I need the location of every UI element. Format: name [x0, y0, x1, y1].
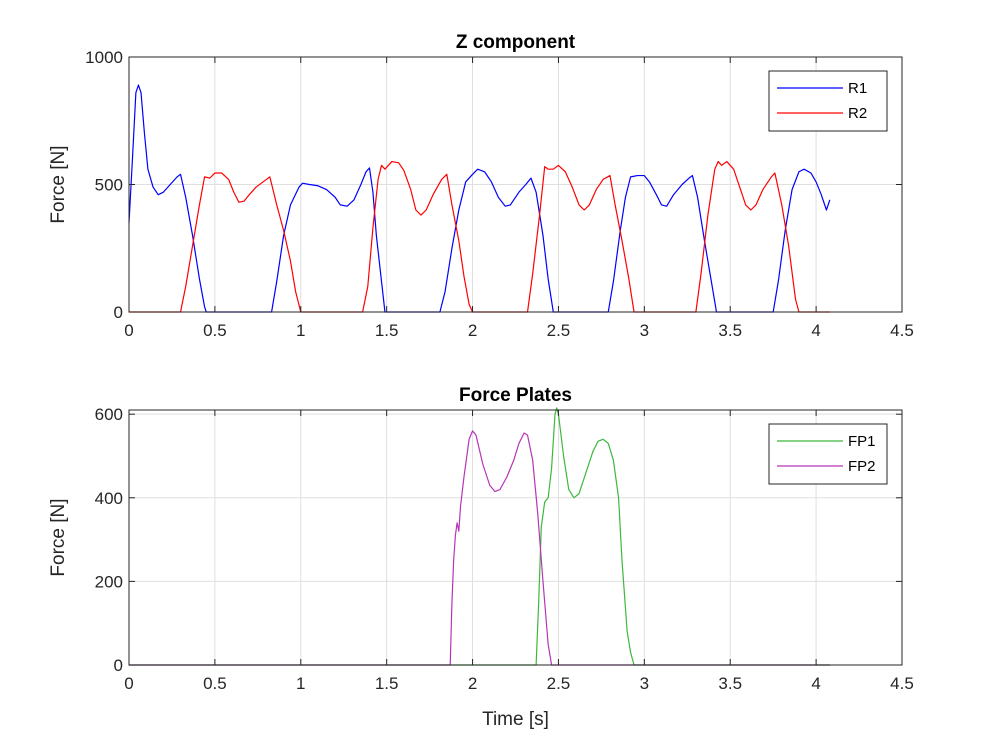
force-plates-ytick-label-0: 0 [114, 656, 123, 675]
z-component-ylabel: Force [N] [48, 145, 69, 223]
z-component-xtick-label-1: 0.5 [203, 321, 227, 340]
z-component-xtick-label-9: 4.5 [890, 321, 914, 340]
force-plates-legend-label-fp1: FP1 [848, 433, 876, 450]
z-component-xtick-label-8: 4 [811, 321, 820, 340]
force-plates-xtick-label-9: 4.5 [890, 674, 914, 693]
z-component-chart: 0 0.5 1 1.5 2 2.5 3 3.5 4 4.5 0 500 1000 Z component… [48, 32, 914, 340]
z-component-xtick-label-4: 2 [468, 321, 477, 340]
z-component-ytick-label-0: 0 [114, 303, 123, 322]
force-plates-legend-label-fp2: FP2 [848, 458, 876, 475]
z-component-xtick-label-3: 1.5 [375, 321, 399, 340]
z-component-xtick-label-5: 2.5 [547, 321, 571, 340]
force-plates-xtick-label-6: 3 [640, 674, 649, 693]
force-plates-series-fp2-line [129, 430, 830, 666]
force-plates-xtick-label-2: 1 [296, 674, 305, 693]
force-plates-title: Force Plates [459, 385, 572, 406]
force-plates-xtick-label-4: 2 [468, 674, 477, 693]
z-component-xtick-label-7: 3.5 [718, 321, 742, 340]
force-plates-xtick-label-0: 0 [124, 674, 133, 693]
z-component-legend-box [768, 70, 888, 132]
z-component-legend-label-r1: R1 [848, 80, 867, 97]
z-component-legend-label-r2: R2 [848, 105, 867, 122]
force-plates-ylabel: Force [N] [48, 498, 69, 576]
z-component-series-r2-line [129, 160, 830, 313]
z-component-xtick-label-6: 3 [640, 321, 649, 340]
z-component-xtick-label-0: 0 [124, 321, 133, 340]
force-plates-series-fp1-line [129, 407, 830, 666]
z-component-series-r1-line [128, 84, 831, 313]
force-plates-xtick-label-7: 3.5 [718, 674, 742, 693]
force-plates-legend-box [768, 423, 888, 485]
force-plates-axes-box [128, 409, 903, 666]
force-plates-xtick-label-3: 1.5 [375, 674, 399, 693]
force-plates-xtick-label-8: 4 [811, 674, 820, 693]
z-component-ytick-label-1: 500 [95, 176, 123, 195]
z-component-ytick-label-2: 1000 [85, 48, 123, 67]
z-component-xtick-label-2: 1 [296, 321, 305, 340]
force-plates-ytick-label-3: 600 [95, 405, 123, 424]
force-plates-ytick-label-1: 200 [95, 572, 123, 591]
z-component-title: Z component [456, 32, 576, 53]
force-plates-xtick-label-5: 2.5 [547, 674, 571, 693]
force-plates-ytick-label-2: 400 [95, 489, 123, 508]
force-plates-xlabel: Time [s] [482, 709, 549, 730]
force-plates-xtick-label-1: 0.5 [203, 674, 227, 693]
force-plates-chart: 0 0.5 1 1.5 2 2.5 3 3.5 4 4.5 0 200 400 600 Force Pla… [48, 385, 914, 730]
